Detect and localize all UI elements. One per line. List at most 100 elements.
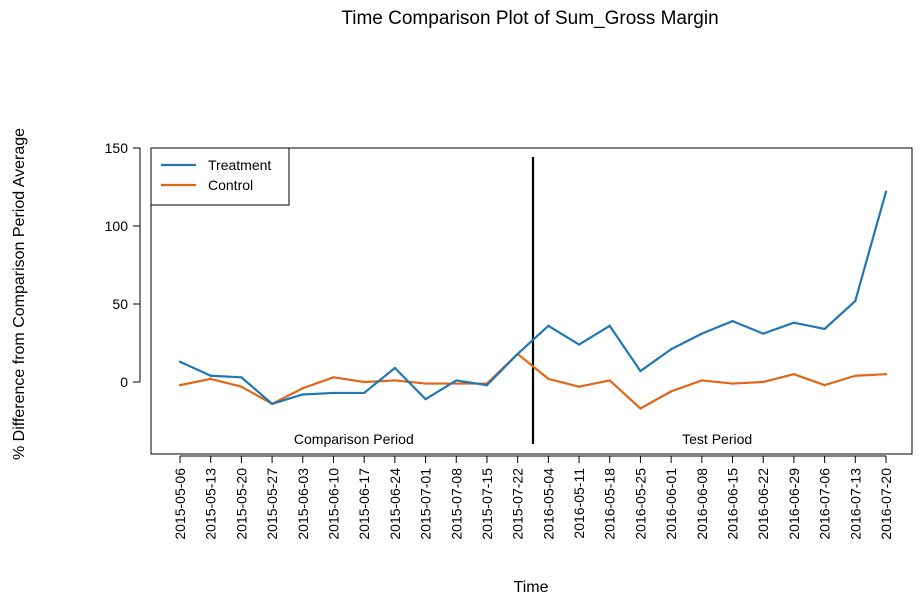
control-data-point bbox=[639, 407, 642, 410]
plot-area bbox=[150, 147, 913, 455]
control-data-point bbox=[700, 379, 703, 382]
treatment-data-point bbox=[301, 393, 304, 396]
series-layer bbox=[178, 190, 888, 410]
treatment-line-segment bbox=[424, 379, 458, 401]
treatment-data-point bbox=[455, 379, 458, 382]
control-data-point bbox=[209, 377, 212, 380]
x-tick-label: 2015-05-13 bbox=[203, 468, 219, 540]
control-data-point bbox=[424, 382, 427, 385]
x-tick-label: 2016-05-25 bbox=[632, 468, 648, 540]
x-tick-label: 2015-05-20 bbox=[233, 468, 249, 540]
control-data-point bbox=[363, 380, 366, 384]
treatment-line-segment bbox=[854, 190, 888, 302]
treatment-data-point bbox=[485, 384, 489, 387]
treatment-line-segment bbox=[823, 299, 857, 331]
x-axis: 2015-05-06 2015-05-13 2015-05-20 2015-05-27… bbox=[172, 455, 894, 540]
treatment-data-point bbox=[516, 352, 519, 356]
treatment-data-point bbox=[823, 327, 826, 331]
y-tick-label: 150 bbox=[105, 140, 129, 156]
control-line-segment bbox=[178, 377, 212, 387]
treatment-data-point bbox=[670, 348, 673, 351]
x-tick-label: 2016-05-11 bbox=[571, 468, 587, 539]
control-line-segment bbox=[332, 376, 366, 384]
x-tick-label: 2016-07-13 bbox=[847, 468, 863, 540]
treatment-data-point bbox=[792, 321, 796, 324]
treatment-line-segment bbox=[577, 324, 611, 346]
legend: Treatment Control bbox=[150, 147, 290, 206]
treatment-line-segment bbox=[301, 391, 335, 396]
treatment-data-point bbox=[240, 376, 243, 379]
treatment-line-segment bbox=[393, 366, 427, 401]
control-data-point bbox=[823, 384, 826, 387]
control-data-point bbox=[762, 380, 765, 384]
control-data-point bbox=[332, 376, 335, 379]
control-data-point bbox=[792, 373, 796, 376]
treatment-line-segment bbox=[240, 376, 274, 405]
control-line-segment bbox=[854, 373, 888, 377]
x-tick-label: 2016-06-15 bbox=[725, 468, 741, 540]
treatment-line-segment bbox=[178, 360, 212, 377]
x-tick-label: 2015-05-06 bbox=[172, 468, 188, 540]
treatment-data-point bbox=[547, 324, 550, 327]
treatment-line-segment bbox=[762, 321, 796, 335]
x-tick-label: 2015-05-27 bbox=[264, 468, 280, 540]
treatment-line-segment bbox=[731, 320, 765, 335]
treatment-data-point bbox=[608, 324, 611, 327]
treatment-data-point bbox=[731, 320, 734, 323]
treatment-line-segment bbox=[608, 324, 642, 373]
x-tick-label: 2016-06-01 bbox=[663, 468, 679, 540]
treatment-data-point bbox=[424, 398, 427, 401]
control-data-point bbox=[240, 385, 243, 388]
treatment-line-segment bbox=[270, 393, 304, 405]
control-data-point bbox=[608, 379, 611, 382]
control-data-point bbox=[731, 382, 734, 385]
control-line-segment bbox=[516, 352, 550, 380]
x-tick-label: 2015-07-01 bbox=[418, 468, 434, 540]
control-line-segment bbox=[209, 377, 243, 388]
control-data-point bbox=[670, 390, 673, 393]
legend-label-treatment: Treatment bbox=[208, 157, 271, 173]
x-tick-label: 2016-06-22 bbox=[755, 468, 771, 540]
control-line-segment bbox=[608, 379, 642, 410]
x-tick-label: 2016-06-29 bbox=[786, 468, 802, 540]
x-tick-label: 2016-07-20 bbox=[878, 468, 894, 540]
series-treatment bbox=[178, 190, 888, 405]
treatment-line-segment bbox=[516, 324, 550, 356]
treatment-data-point bbox=[178, 360, 182, 363]
control-data-point bbox=[178, 384, 182, 387]
test-period-label: Test Period bbox=[682, 431, 752, 447]
x-tick-label: 2015-06-17 bbox=[356, 468, 372, 540]
control-line-segment bbox=[731, 380, 765, 385]
control-data-point bbox=[393, 379, 396, 382]
treatment-line-segment bbox=[485, 352, 519, 387]
treatment-line-segment bbox=[792, 321, 826, 331]
treatment-data-point bbox=[854, 299, 857, 302]
control-line-segment bbox=[639, 390, 673, 410]
control-line-segment bbox=[823, 374, 857, 387]
treatment-data-point bbox=[700, 332, 703, 335]
control-data-point bbox=[884, 373, 888, 376]
control-data-point bbox=[301, 387, 304, 390]
y-tick-label: 0 bbox=[120, 374, 128, 390]
treatment-data-point bbox=[393, 366, 396, 370]
control-line-segment bbox=[700, 379, 734, 385]
treatment-data-point bbox=[332, 391, 335, 395]
y-tick-label: 50 bbox=[112, 296, 128, 312]
treatment-line-segment bbox=[700, 320, 734, 335]
treatment-line-segment bbox=[639, 348, 673, 373]
x-tick-label: 2016-06-08 bbox=[694, 468, 710, 540]
treatment-line-segment bbox=[209, 374, 243, 379]
control-line-segment bbox=[762, 373, 796, 384]
x-tick-label: 2015-06-10 bbox=[325, 468, 341, 540]
treatment-data-point bbox=[577, 343, 581, 346]
control-line-segment bbox=[240, 385, 274, 405]
treatment-data-point bbox=[209, 374, 212, 377]
legend-box bbox=[150, 147, 290, 206]
y-axis: 0 50 100 150 bbox=[105, 140, 141, 390]
control-data-point bbox=[577, 385, 581, 388]
x-tick-label: 2015-06-24 bbox=[387, 468, 403, 540]
legend-label-control: Control bbox=[208, 177, 253, 193]
x-tick-label: 2015-06-03 bbox=[295, 468, 311, 540]
control-data-point bbox=[854, 374, 857, 377]
control-data-point bbox=[547, 377, 550, 380]
